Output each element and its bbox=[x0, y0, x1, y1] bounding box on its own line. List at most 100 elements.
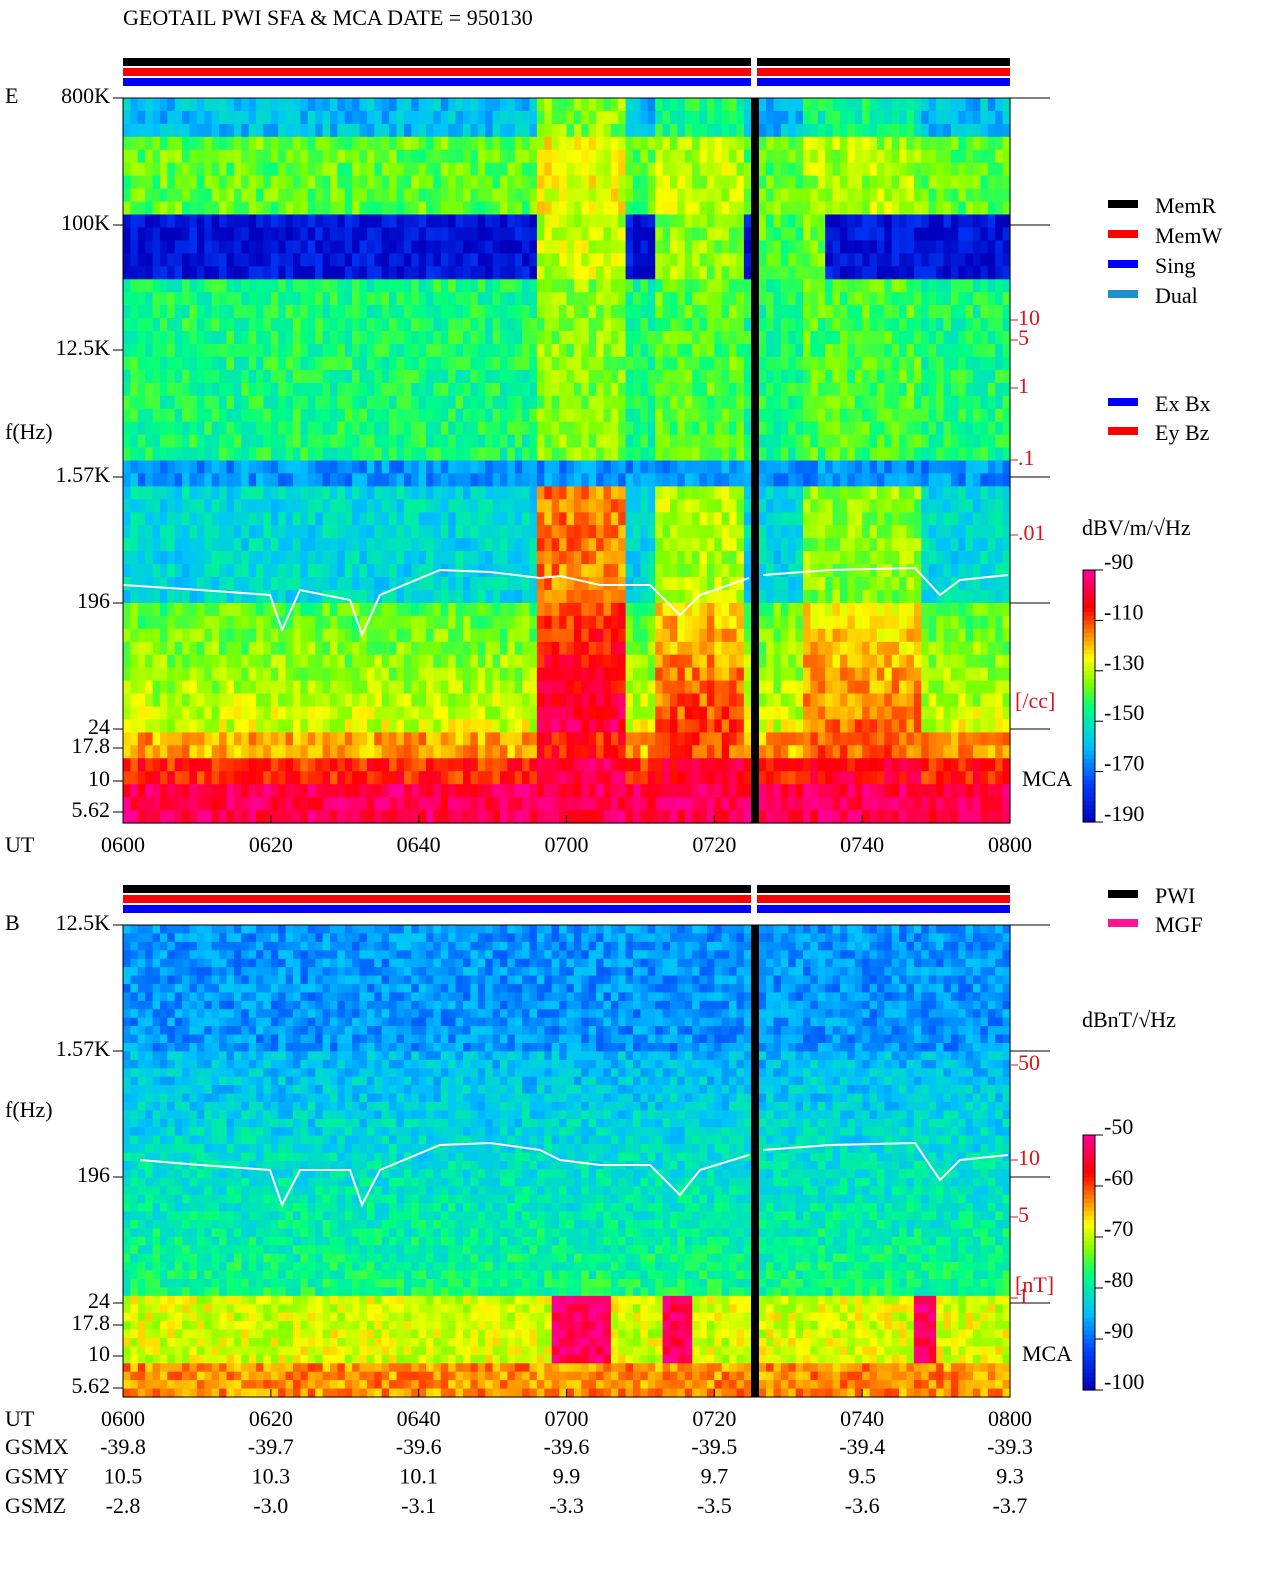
spectrogram-cell bbox=[721, 590, 730, 604]
spectrogram-cell bbox=[337, 227, 346, 241]
spectrogram-cell bbox=[455, 525, 464, 539]
spectrogram-cell bbox=[633, 395, 641, 410]
spectrogram-cell bbox=[211, 175, 220, 190]
spectrogram-cell bbox=[455, 551, 464, 565]
spectrogram-cell bbox=[684, 356, 693, 371]
spectrogram-cell bbox=[633, 615, 641, 630]
spectrogram-cell bbox=[551, 123, 560, 138]
spectrogram-cell bbox=[470, 525, 479, 539]
spectrogram-cell bbox=[899, 201, 908, 216]
spectrogram-cell bbox=[448, 551, 457, 565]
spectrogram-cell bbox=[315, 266, 324, 280]
spectrogram-cell bbox=[633, 188, 641, 203]
spectrogram-cell bbox=[773, 279, 782, 293]
spectrogram-cell bbox=[995, 188, 1004, 203]
spectrogram-cell bbox=[500, 538, 508, 552]
spectrogram-cell bbox=[987, 110, 996, 125]
spectrogram-cell bbox=[174, 486, 183, 500]
spectrogram-cell bbox=[307, 110, 316, 125]
spectrogram-cell bbox=[293, 525, 301, 539]
spectrogram-cell bbox=[167, 369, 176, 384]
spectrogram-cell bbox=[573, 602, 582, 617]
spectrogram-cell bbox=[684, 110, 693, 125]
spectrogram-cell bbox=[559, 344, 568, 358]
spectrogram-cell bbox=[877, 538, 885, 552]
spectrogram-cell bbox=[507, 253, 516, 267]
spectrogram-cell bbox=[899, 473, 908, 487]
spectrogram-cell bbox=[891, 201, 900, 216]
spectrogram-cell bbox=[396, 162, 405, 177]
spectrogram-cell bbox=[396, 447, 405, 462]
spectrogram-cell bbox=[374, 149, 383, 164]
spectrogram-cell bbox=[285, 615, 294, 630]
spectrogram-cell bbox=[610, 149, 619, 164]
spectrogram-cell bbox=[692, 162, 701, 177]
spectrogram-cell bbox=[270, 577, 279, 591]
spectrogram-cell bbox=[958, 149, 967, 164]
spectrogram-cell bbox=[832, 136, 841, 151]
spectrogram-cell bbox=[758, 499, 767, 513]
spectrogram-cell bbox=[344, 98, 353, 112]
spectrogram-cell bbox=[455, 602, 464, 617]
spectrogram-cell bbox=[448, 421, 457, 436]
spectrogram-cell bbox=[573, 382, 582, 397]
spectrogram-cell bbox=[684, 149, 693, 164]
spectrogram-cell bbox=[411, 590, 420, 604]
spectrogram-cell bbox=[152, 305, 161, 319]
spectrogram bbox=[123, 98, 1011, 824]
spectrogram-cell bbox=[463, 305, 471, 319]
spectrogram-cell bbox=[743, 98, 752, 112]
spectrogram-cell bbox=[152, 434, 161, 449]
spectrogram-cell bbox=[248, 421, 257, 436]
spectrogram-cell bbox=[950, 356, 959, 371]
spectrogram-cell bbox=[411, 344, 420, 358]
spectrogram-cell bbox=[470, 227, 479, 241]
spectrogram-cell bbox=[455, 279, 464, 293]
spectrogram-cell bbox=[137, 564, 146, 578]
spectrogram-cell bbox=[174, 162, 183, 177]
spectrogram-cell bbox=[721, 110, 730, 125]
spectrogram-cell bbox=[477, 369, 486, 384]
spectrogram-cell bbox=[862, 149, 871, 164]
spectrogram-cell bbox=[211, 628, 220, 643]
spectrogram-cell bbox=[366, 460, 375, 474]
spectrogram-cell bbox=[729, 395, 738, 410]
spectrogram-cell bbox=[714, 305, 723, 319]
spectrogram-cell bbox=[588, 615, 597, 630]
spectrogram-cell bbox=[817, 136, 826, 151]
spectrogram-cell bbox=[803, 110, 811, 125]
spectrogram-cell bbox=[211, 382, 220, 397]
spectrogram-cell bbox=[699, 253, 708, 267]
spectrogram-cell bbox=[965, 434, 974, 449]
spectrogram-cell bbox=[514, 162, 523, 177]
spectrogram-cell bbox=[529, 344, 538, 358]
spectrogram-cell bbox=[913, 408, 922, 423]
spectrogram-cell bbox=[973, 382, 981, 397]
spectrogram-cell bbox=[559, 149, 568, 164]
spectrogram-cell bbox=[233, 123, 242, 138]
spectrogram-cell bbox=[854, 356, 863, 371]
spectrogram-cell bbox=[448, 512, 457, 526]
spectrogram-cell bbox=[692, 447, 701, 462]
spectrogram-cell bbox=[293, 577, 301, 591]
spectrogram-cell bbox=[285, 590, 294, 604]
spectrogram-cell bbox=[204, 331, 213, 345]
spectrogram-cell bbox=[862, 447, 871, 462]
spectrogram-cell bbox=[854, 486, 863, 500]
spectrogram-cell bbox=[573, 279, 582, 293]
spectrogram-cell bbox=[877, 162, 885, 177]
spectrogram-cell bbox=[492, 344, 501, 358]
spectrogram-cell bbox=[285, 162, 294, 177]
spectrogram-cell bbox=[145, 421, 154, 436]
spectrogram-cell bbox=[204, 227, 213, 241]
spectrogram-cell bbox=[566, 292, 575, 306]
spectrogram-cell bbox=[219, 460, 228, 474]
spectrogram-cell bbox=[921, 253, 930, 267]
spectrogram-cell bbox=[891, 331, 900, 345]
spectrogram-cell bbox=[840, 421, 848, 436]
spectrogram-cell bbox=[684, 538, 693, 552]
spectrogram-cell bbox=[566, 305, 575, 319]
spectrogram-cell bbox=[566, 253, 575, 267]
spectrogram-cell bbox=[307, 486, 316, 500]
spectrogram-cell bbox=[987, 344, 996, 358]
